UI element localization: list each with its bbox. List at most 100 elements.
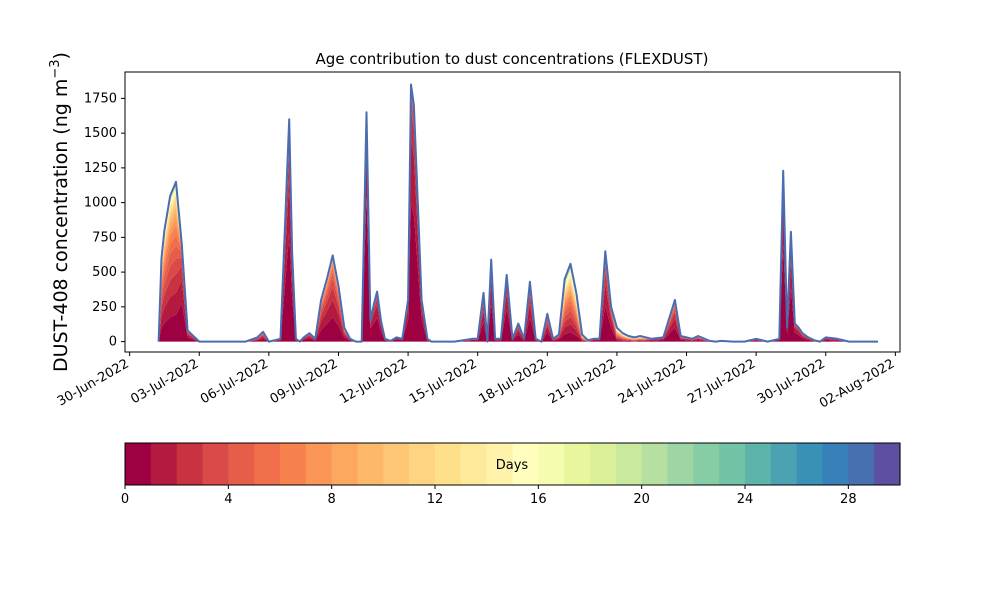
colorbar-tick-label: 28 [840, 492, 857, 507]
age-band-27 [158, 84, 879, 342]
age-band-7 [158, 85, 879, 342]
age-band-8 [158, 84, 879, 342]
x-tick-label: 15-Jul-2022 [407, 356, 480, 407]
colorbar-segment [693, 443, 720, 485]
colorbar-segment [796, 443, 824, 485]
colorbar-segment [125, 443, 152, 485]
age-band-4 [158, 90, 879, 342]
colorbar-tick-label: 24 [737, 492, 754, 507]
colorbar-tick-label: 20 [633, 492, 650, 507]
colorbar-segment [564, 443, 591, 485]
x-tick-label: 06-Jul-2022 [198, 356, 271, 407]
x-tick-label: 21-Jul-2022 [546, 356, 619, 407]
x-tick-label: 24-Jul-2022 [616, 356, 689, 407]
total-line [157, 83, 878, 343]
colorbar-segment [383, 443, 410, 485]
colorbar-segment [150, 443, 178, 485]
colorbar-segment [460, 443, 488, 485]
y-tick-label: 1750 [84, 91, 117, 106]
age-band-5 [158, 87, 879, 342]
colorbar-segment [435, 443, 462, 485]
colorbar-segment [305, 443, 333, 485]
age-band-1 [158, 139, 879, 342]
colorbar-segment [667, 443, 694, 485]
colorbar-segment [590, 443, 617, 485]
colorbar-segment [745, 443, 772, 485]
x-tick-label: 27-Jul-2022 [685, 356, 758, 407]
x-tick-label: 12-Jul-2022 [337, 356, 410, 407]
age-band-0 [158, 196, 879, 342]
age-band-18 [158, 84, 879, 342]
total-concentration-line [157, 83, 878, 343]
age-band-3 [158, 96, 879, 342]
colorbar-frame [124, 442, 901, 486]
x-tick-label: 03-Jul-2022 [128, 356, 201, 407]
y-tick-label: 1250 [84, 161, 117, 176]
age-band-13 [158, 84, 879, 342]
colorbar-segment [486, 443, 514, 485]
colorbar-label: Days [496, 458, 529, 473]
y-axis: 0 250 500 750 1000 1250 1500 1750 [84, 91, 125, 350]
colorbar-segment [228, 443, 255, 485]
colorbar-ticks: 0 4 8 12 16 20 24 28 [121, 485, 857, 507]
y-tick-label: 0 [109, 335, 117, 350]
age-band-11 [158, 84, 879, 342]
x-tick-label: 18-Jul-2022 [476, 356, 549, 407]
age-band-28 [158, 84, 879, 342]
colorbar-segment [770, 443, 798, 485]
colorbar-segment [615, 443, 643, 485]
age-stacked-areas [158, 84, 879, 342]
age-band-2 [158, 110, 879, 342]
colorbar-tick-label: 0 [121, 492, 129, 507]
colorbar-segment [280, 443, 307, 485]
age-band-25 [158, 84, 879, 342]
y-tick-label: 250 [92, 300, 117, 315]
y-axis-label-close: ) [50, 52, 72, 59]
age-band-10 [158, 84, 879, 342]
age-band-9 [158, 84, 879, 342]
colorbar-segment [822, 443, 849, 485]
y-axis-label-text: DUST-408 concentration (ng m [50, 79, 72, 372]
age-band-23 [158, 84, 879, 342]
age-band-14 [158, 84, 879, 342]
colorbar-segment [202, 443, 229, 485]
age-band-21 [158, 84, 879, 342]
colorbar-segment [641, 443, 669, 485]
age-band-6 [158, 85, 879, 342]
colorbar-segment [409, 443, 436, 485]
plot-frame [124, 71, 901, 353]
colorbar-tick-label: 8 [328, 492, 336, 507]
y-axis-label-unit-exponent: −3 [48, 59, 63, 78]
x-tick-label: 02-Aug-2022 [817, 356, 897, 411]
colorbar-segment [357, 443, 384, 485]
y-tick-label: 1500 [84, 126, 117, 141]
y-axis-label: DUST-408 concentration (ng m−3) [48, 52, 72, 372]
age-band-17 [158, 84, 879, 342]
y-tick-label: 500 [92, 265, 117, 280]
x-tick-label: 09-Jul-2022 [268, 356, 341, 407]
colorbar-tick-label: 12 [427, 492, 444, 507]
age-band-24 [158, 84, 879, 342]
y-tick-label: 750 [92, 230, 117, 245]
colorbar-segment [874, 443, 901, 485]
colorbar-segment [176, 443, 204, 485]
age-band-12 [158, 84, 879, 342]
chart-title: Age contribution to dust concentrations … [316, 50, 709, 68]
colorbar-segment [512, 443, 539, 485]
colorbar-tick-label: 4 [224, 492, 232, 507]
colorbar [125, 443, 901, 485]
age-band-29 [158, 84, 879, 342]
age-band-20 [158, 84, 879, 342]
age-band-26 [158, 84, 879, 342]
colorbar-segment [848, 443, 875, 485]
age-band-19 [158, 84, 879, 342]
age-band-16 [158, 84, 879, 342]
age-band-15 [158, 84, 879, 342]
age-band-22 [158, 84, 879, 342]
colorbar-segment [331, 443, 359, 485]
colorbar-tick-label: 16 [530, 492, 547, 507]
x-axis: 30-Jun-202203-Jul-202206-Jul-202209-Jul-… [55, 352, 897, 412]
colorbar-segment [719, 443, 746, 485]
colorbar-segment [254, 443, 281, 485]
